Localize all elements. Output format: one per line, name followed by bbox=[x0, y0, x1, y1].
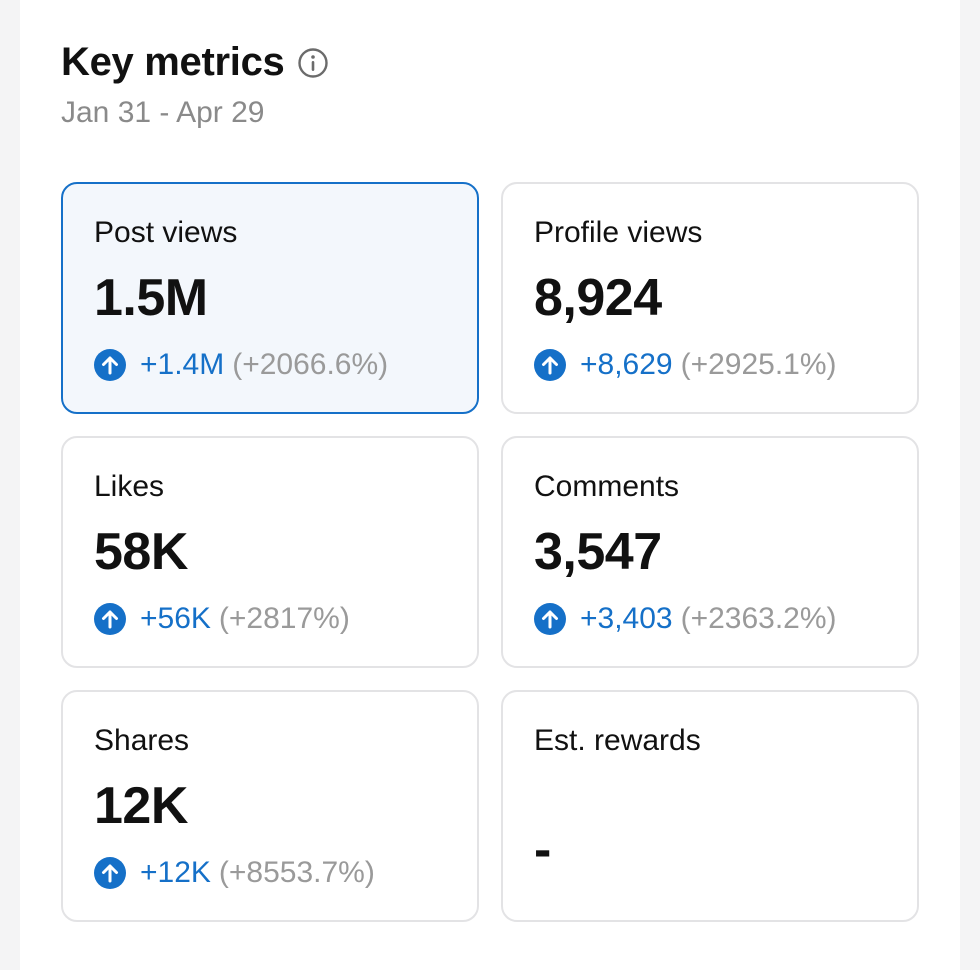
metric-change: +1.4M (+2066.6%) bbox=[94, 348, 388, 382]
date-range: Jan 31 - Apr 29 bbox=[61, 96, 265, 129]
metric-card-profile-views[interactable]: Profile views 8,924 +8,629 (+2925.1%) bbox=[501, 182, 919, 414]
metric-delta: +8,629 bbox=[580, 348, 673, 381]
metric-percent: (+2925.1%) bbox=[680, 348, 837, 381]
metric-value: - bbox=[534, 821, 552, 879]
metrics-grid: Post views 1.5M +1.4M (+2066.6%) Profile… bbox=[61, 182, 919, 922]
metric-percent: (+2363.2%) bbox=[680, 602, 837, 635]
metric-change: +3,403 (+2363.2%) bbox=[534, 602, 837, 636]
arrow-up-circle-icon bbox=[94, 349, 126, 381]
metric-change: +56K (+2817%) bbox=[94, 602, 350, 636]
metric-label: Est. rewards bbox=[534, 724, 701, 757]
metric-percent: (+2817%) bbox=[218, 602, 350, 635]
metric-change: +12K (+8553.7%) bbox=[94, 856, 375, 890]
arrow-up-circle-icon bbox=[94, 857, 126, 889]
metric-value: 12K bbox=[94, 777, 188, 835]
metric-card-likes[interactable]: Likes 58K +56K (+2817%) bbox=[61, 436, 479, 668]
metric-percent: (+8553.7%) bbox=[218, 856, 375, 889]
arrow-up-circle-icon bbox=[534, 349, 566, 381]
metric-card-est-rewards[interactable]: Est. rewards - bbox=[501, 690, 919, 922]
page-title: Key metrics bbox=[61, 40, 285, 84]
info-icon[interactable] bbox=[297, 47, 329, 79]
metric-change: +8,629 (+2925.1%) bbox=[534, 348, 837, 382]
metric-percent: (+2066.6%) bbox=[232, 348, 389, 381]
metric-label: Likes bbox=[94, 470, 165, 503]
arrow-up-circle-icon bbox=[94, 603, 126, 635]
metric-card-comments[interactable]: Comments 3,547 +3,403 (+2363.2%) bbox=[501, 436, 919, 668]
metric-delta: +56K bbox=[140, 602, 211, 635]
metric-value: 8,924 bbox=[534, 269, 662, 327]
key-metrics-panel: Key metrics Jan 31 - Apr 29 Post views 1… bbox=[20, 0, 960, 970]
metric-card-post-views[interactable]: Post views 1.5M +1.4M (+2066.6%) bbox=[61, 182, 479, 414]
metric-value: 1.5M bbox=[94, 269, 208, 327]
metric-value: 58K bbox=[94, 523, 188, 581]
metric-label: Profile views bbox=[534, 216, 703, 249]
metric-label: Shares bbox=[94, 724, 190, 757]
metric-label: Comments bbox=[534, 470, 680, 503]
header: Key metrics bbox=[61, 40, 329, 85]
metric-delta: +12K bbox=[140, 856, 211, 889]
metric-card-shares[interactable]: Shares 12K +12K (+8553.7%) bbox=[61, 690, 479, 922]
metric-label: Post views bbox=[94, 216, 238, 249]
metric-delta: +1.4M bbox=[140, 348, 225, 381]
metric-value: 3,547 bbox=[534, 523, 662, 581]
arrow-up-circle-icon bbox=[534, 603, 566, 635]
metric-delta: +3,403 bbox=[580, 602, 673, 635]
